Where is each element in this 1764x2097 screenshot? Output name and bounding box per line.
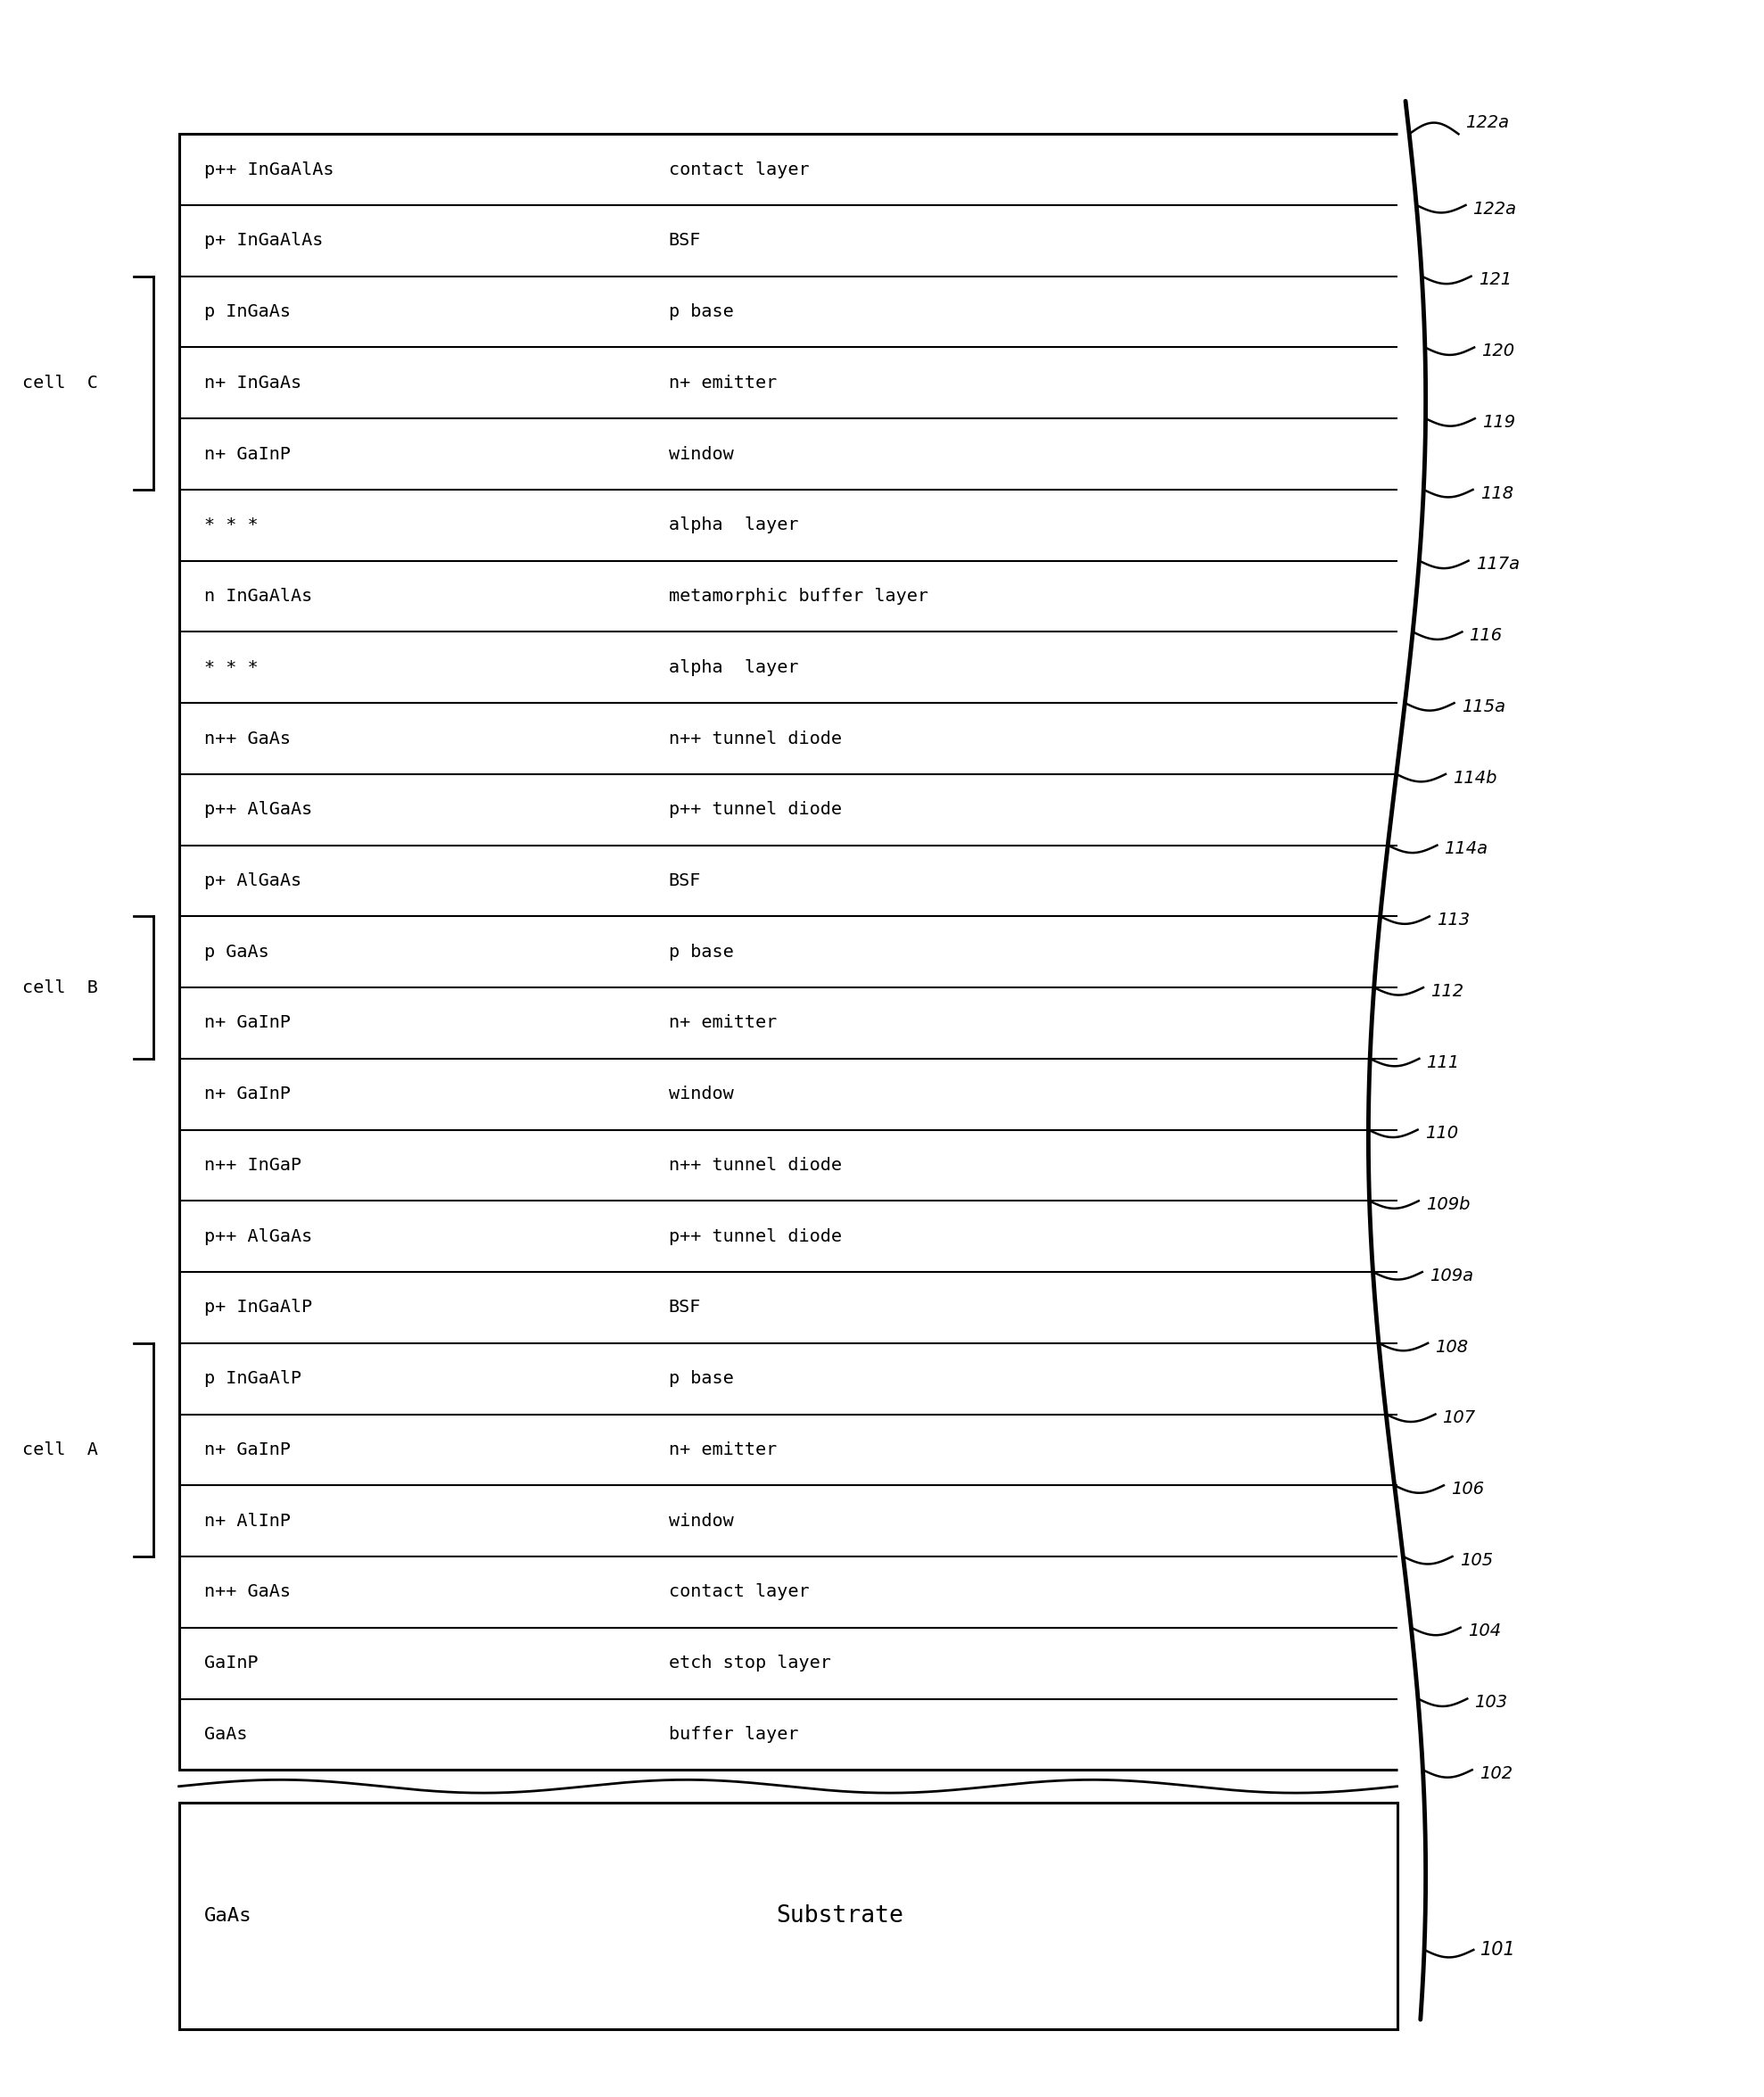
Text: etch stop layer: etch stop layer [669,1655,831,1671]
Text: 119: 119 [1482,413,1515,430]
Text: BSF: BSF [669,1298,700,1317]
Text: p base: p base [669,304,734,321]
Text: cell  C: cell C [23,375,99,392]
Text: contact layer: contact layer [669,161,810,178]
Text: n+ emitter: n+ emitter [669,1441,776,1457]
Text: alpha  layer: alpha layer [669,658,799,675]
Text: 117a: 117a [1476,556,1519,572]
Text: alpha  layer: alpha layer [669,516,799,533]
Text: GaAs: GaAs [205,1906,252,1925]
Text: p+ AlGaAs: p+ AlGaAs [205,872,302,889]
Text: 121: 121 [1478,271,1512,289]
Text: p++ AlGaAs: p++ AlGaAs [205,1229,312,1246]
Text: n++ tunnel diode: n++ tunnel diode [669,1158,841,1174]
Text: n++ GaAs: n++ GaAs [205,730,291,747]
Text: n++ GaAs: n++ GaAs [205,1583,291,1600]
Text: buffer layer: buffer layer [669,1726,799,1743]
Text: 114a: 114a [1445,841,1489,858]
Text: p++ tunnel diode: p++ tunnel diode [669,1229,841,1246]
Text: 108: 108 [1436,1338,1468,1355]
Text: n InGaAlAs: n InGaAlAs [205,587,312,604]
Text: 116: 116 [1469,627,1503,644]
Text: 122a: 122a [1473,201,1517,218]
Text: p InGaAlP: p InGaAlP [205,1369,302,1386]
Text: window: window [669,445,734,463]
Text: n+ GaInP: n+ GaInP [205,445,291,463]
Text: 115a: 115a [1461,698,1505,715]
Text: * * *: * * * [205,516,258,533]
Text: n+ GaInP: n+ GaInP [205,1015,291,1032]
Text: BSF: BSF [669,872,700,889]
Text: * * *: * * * [205,658,258,675]
Text: 104: 104 [1468,1623,1501,1640]
Text: cell  B: cell B [23,979,99,996]
Text: n++ tunnel diode: n++ tunnel diode [669,730,841,747]
Text: 109a: 109a [1429,1267,1473,1283]
Text: cell  A: cell A [23,1441,99,1457]
Text: n+ emitter: n+ emitter [669,375,776,392]
Text: 109b: 109b [1425,1195,1469,1214]
Text: 122a: 122a [1466,113,1510,132]
Text: contact layer: contact layer [669,1583,810,1600]
Text: 103: 103 [1475,1694,1508,1711]
Text: BSF: BSF [669,233,700,250]
Text: p++ InGaAlAs: p++ InGaAlAs [205,161,333,178]
Text: p+ InGaAlAs: p+ InGaAlAs [205,233,323,250]
Text: GaInP: GaInP [205,1655,258,1671]
Text: 120: 120 [1482,342,1515,359]
Text: n+ InGaAs: n+ InGaAs [205,375,302,392]
Text: 111: 111 [1427,1055,1459,1072]
Text: 114b: 114b [1454,770,1498,786]
Text: Substrate: Substrate [776,1904,903,1927]
Text: 107: 107 [1443,1409,1476,1426]
Text: n++ InGaP: n++ InGaP [205,1158,302,1174]
Text: 110: 110 [1425,1126,1457,1143]
Text: 102: 102 [1480,1766,1512,1782]
Text: GaAs: GaAs [205,1726,247,1743]
Text: p GaAs: p GaAs [205,944,268,960]
Text: 106: 106 [1452,1480,1484,1497]
Text: p base: p base [669,944,734,960]
Text: n+ emitter: n+ emitter [669,1015,776,1032]
Text: window: window [669,1086,734,1103]
Text: p InGaAs: p InGaAs [205,304,291,321]
Text: 105: 105 [1459,1552,1492,1569]
Text: n+ GaInP: n+ GaInP [205,1441,291,1457]
Text: p+ InGaAlP: p+ InGaAlP [205,1298,312,1317]
Text: n+ GaInP: n+ GaInP [205,1086,291,1103]
Text: metamorphic buffer layer: metamorphic buffer layer [669,587,928,604]
Text: p++ tunnel diode: p++ tunnel diode [669,801,841,818]
Text: 112: 112 [1431,983,1464,1000]
Text: n+ AlInP: n+ AlInP [205,1512,291,1529]
Text: p++ AlGaAs: p++ AlGaAs [205,801,312,818]
Text: 101: 101 [1480,1942,1515,1959]
Text: p base: p base [669,1369,734,1386]
Text: 118: 118 [1480,484,1514,501]
Text: 113: 113 [1436,912,1469,929]
Text: window: window [669,1512,734,1529]
